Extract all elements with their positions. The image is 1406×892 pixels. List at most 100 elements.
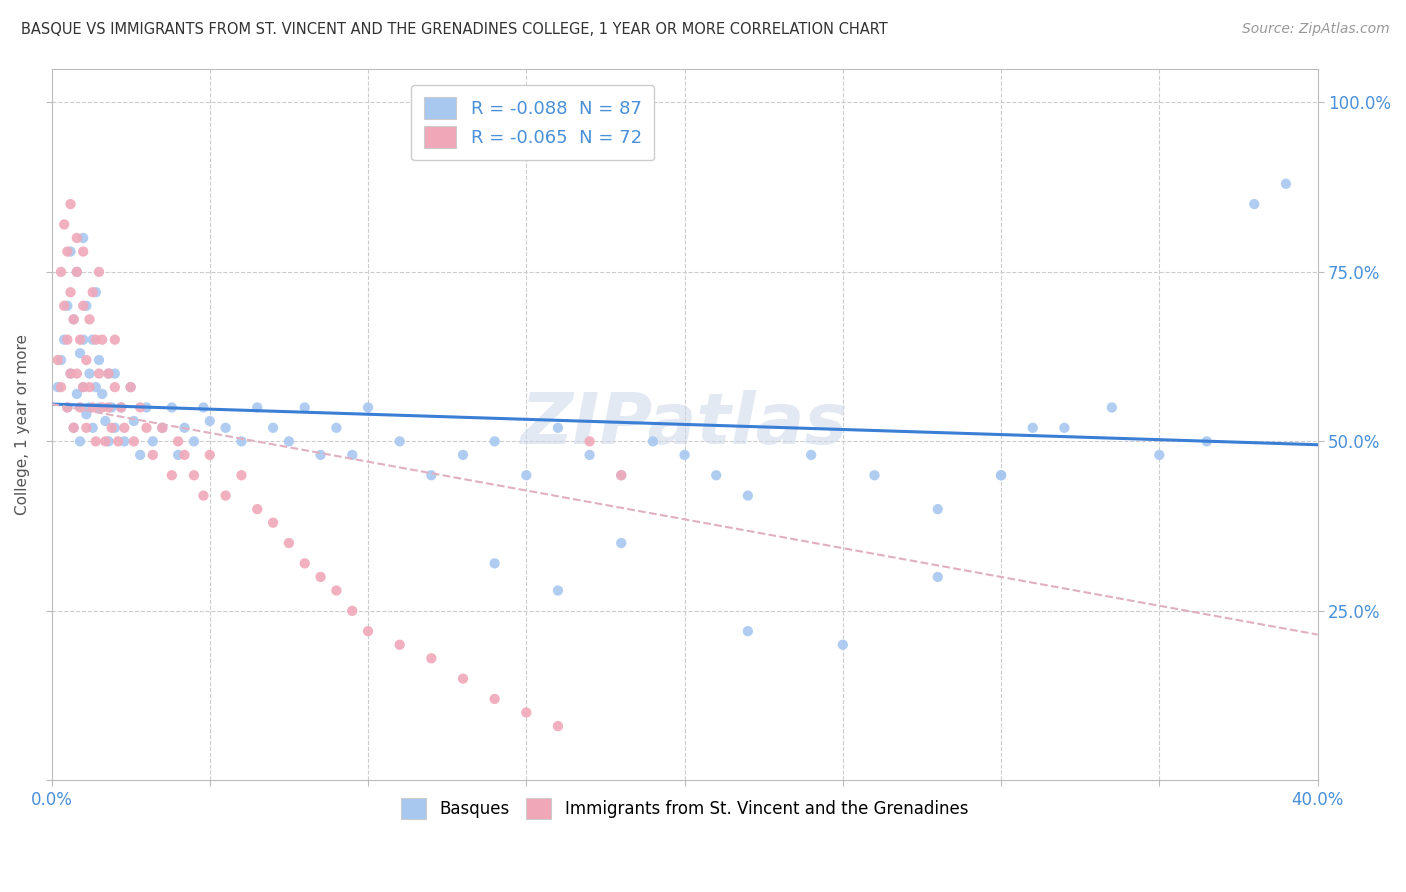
Point [97,367,120,381]
Point [262,421,284,435]
Point [120,380,142,394]
Point [49,380,72,394]
Point [142,434,165,449]
Point [160,468,183,483]
Point [193,489,215,503]
Point [831,638,853,652]
Point [69,333,91,347]
Point [56,401,79,415]
Point [1195,434,1218,449]
Point [46,353,69,368]
Point [309,570,332,584]
Point [160,401,183,415]
Point [325,583,347,598]
Point [75,299,97,313]
Point [122,434,145,449]
Point [737,489,759,503]
Point [104,333,127,347]
Point [82,285,104,300]
Point [547,719,569,733]
Point [97,434,120,449]
Point [357,401,380,415]
Point [420,651,443,665]
Point [87,265,110,279]
Point [84,380,107,394]
Point [129,401,152,415]
Point [135,421,157,435]
Point [1053,421,1076,435]
Point [87,401,110,415]
Point [84,434,107,449]
Point [72,380,94,394]
Point [107,434,129,449]
Point [990,468,1012,483]
Text: Source: ZipAtlas.com: Source: ZipAtlas.com [1241,22,1389,37]
Point [309,448,332,462]
Point [82,333,104,347]
Point [484,557,506,571]
Point [87,353,110,368]
Point [420,468,443,483]
Point [62,421,84,435]
Point [214,489,236,503]
Point [515,468,537,483]
Point [173,448,195,462]
Point [1022,421,1045,435]
Point [53,333,76,347]
Text: ZIPatlas: ZIPatlas [520,390,848,458]
Point [59,285,82,300]
Point [53,218,76,232]
Point [198,448,221,462]
Point [863,468,886,483]
Point [97,367,120,381]
Point [69,346,91,360]
Point [342,448,364,462]
Point [87,367,110,381]
Point [110,401,132,415]
Point [59,367,82,381]
Point [84,333,107,347]
Point [547,421,569,435]
Point [84,285,107,300]
Point [135,401,157,415]
Point [129,448,152,462]
Point [104,421,127,435]
Point [1275,177,1298,191]
Point [927,502,949,516]
Point [578,434,600,449]
Point [53,299,76,313]
Point [342,604,364,618]
Point [277,434,299,449]
Point [79,312,101,326]
Point [104,380,127,394]
Point [578,448,600,462]
Point [72,231,94,245]
Point [388,638,411,652]
Point [56,244,79,259]
Point [104,367,127,381]
Point [100,421,122,435]
Point [120,380,142,394]
Point [214,421,236,435]
Point [69,401,91,415]
Point [183,434,205,449]
Point [94,414,117,428]
Point [59,197,82,211]
Point [484,692,506,706]
Point [800,448,823,462]
Point [193,401,215,415]
Point [122,414,145,428]
Point [325,421,347,435]
Legend: Basques, Immigrants from St. Vincent and the Grenadines: Basques, Immigrants from St. Vincent and… [394,792,974,825]
Point [46,380,69,394]
Point [246,401,269,415]
Point [94,434,117,449]
Point [112,421,135,435]
Point [388,434,411,449]
Point [66,231,89,245]
Point [1149,448,1171,462]
Point [66,387,89,401]
Text: BASQUE VS IMMIGRANTS FROM ST. VINCENT AND THE GRENADINES COLLEGE, 1 YEAR OR MORE: BASQUE VS IMMIGRANTS FROM ST. VINCENT AN… [21,22,887,37]
Point [231,468,253,483]
Point [72,333,94,347]
